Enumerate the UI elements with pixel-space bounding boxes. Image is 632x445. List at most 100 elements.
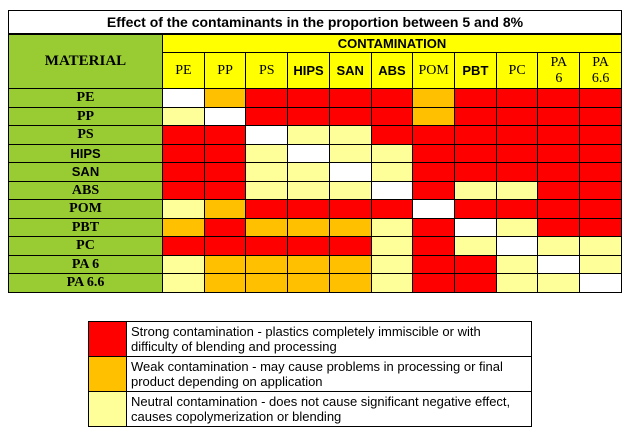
column-header: ABS [370,52,414,89]
row-header: PS [8,125,163,145]
column-header: HIPS [287,52,330,89]
matrix-cell [370,162,414,182]
matrix-cell [495,273,539,293]
row-header: PP [8,106,163,126]
matrix-cell [412,162,456,182]
matrix-cell [245,125,289,145]
table-row: PBT [8,217,622,237]
matrix-cell [412,199,456,219]
matrix-cell [203,254,247,274]
legend-item: Weak contamination - may cause problems … [88,356,532,392]
matrix-cell [245,106,289,126]
matrix-cell [579,217,622,237]
matrix-cell [495,106,539,126]
matrix-cell [162,180,205,200]
matrix-cell [328,162,372,182]
matrix-cell [287,199,330,219]
matrix-cell [245,217,289,237]
table-row: PS [8,125,622,145]
matrix-cell [328,236,372,256]
matrix-cell [412,143,456,163]
matrix-cell [412,88,456,108]
row-header: PA 6 [8,254,163,274]
matrix-cell [370,199,414,219]
column-header: SAN [328,52,372,89]
matrix-cell [537,180,581,200]
matrix-cell [328,199,372,219]
matrix-cell [245,143,289,163]
legend-text: Weak contamination - may cause problems … [126,356,532,392]
matrix-cell [412,180,456,200]
material-header: MATERIAL [8,34,163,89]
matrix-cell [495,254,539,274]
table-row: PP [8,106,622,126]
matrix-cell [203,143,247,163]
matrix-cell [454,199,497,219]
matrix-cell [370,88,414,108]
matrix-cell [370,254,414,274]
matrix-cell [370,106,414,126]
matrix-cell [454,88,497,108]
matrix-cell [328,254,372,274]
matrix-cell [454,273,497,293]
table-row: PA 6 [8,254,622,274]
table-row: PE [8,88,622,108]
matrix-cell [287,254,330,274]
table-row: SAN [8,162,622,182]
matrix-cell [287,180,330,200]
matrix-cell [454,106,497,126]
matrix-cell [203,125,247,145]
matrix-cell [454,217,497,237]
matrix-cell [162,236,205,256]
matrix-cell [287,143,330,163]
legend-text: Neutral contamination - does not cause s… [126,391,532,427]
matrix-cell [287,273,330,293]
matrix-cell [579,125,622,145]
column-header-row: PE PP PS HIPS SAN ABS POM PBT PC PA 6 PA 6.6 [9,52,622,89]
matrix-cell [203,199,247,219]
matrix-cell [245,88,289,108]
matrix-cell [495,217,539,237]
row-header: PC [8,236,163,256]
matrix-cell [370,236,414,256]
chart-title: Effect of the contaminants in the propor… [8,10,622,34]
legend-swatch [88,391,127,427]
matrix-cell [454,125,497,145]
matrix-cell [162,273,205,293]
matrix-cell [579,106,622,126]
matrix-cell [537,143,581,163]
matrix-cell [162,88,205,108]
row-header: SAN [8,162,163,182]
matrix-cell [370,143,414,163]
matrix-cell [537,199,581,219]
matrix-cell [495,199,539,219]
matrix-cell [454,162,497,182]
matrix-cell [162,143,205,163]
matrix-cell [579,180,622,200]
matrix-cell [162,106,205,126]
matrix-cell [203,236,247,256]
matrix-cell [328,273,372,293]
contamination-header: CONTAMINATION [162,34,622,53]
column-header: PS [245,52,289,89]
matrix-cell [495,143,539,163]
matrix-cell [245,199,289,219]
matrix-cell [245,236,289,256]
matrix-cell [495,236,539,256]
matrix-cell [412,236,456,256]
matrix-cell [454,143,497,163]
matrix-cell [495,125,539,145]
contamination-matrix: MATERIAL CONTAMINATION PE PP PS HIPS SAN ABS P… [8,34,622,293]
matrix-cell [537,217,581,237]
matrix-cell [579,236,622,256]
legend: Strong contamination - plastics complete… [88,321,532,427]
column-header: PP [203,52,247,89]
matrix-cell [328,106,372,126]
matrix-cell [328,180,372,200]
row-header: HIPS [8,143,163,163]
matrix-cell [370,125,414,145]
matrix-cell [162,125,205,145]
matrix-cell [162,217,205,237]
matrix-cell [537,273,581,293]
